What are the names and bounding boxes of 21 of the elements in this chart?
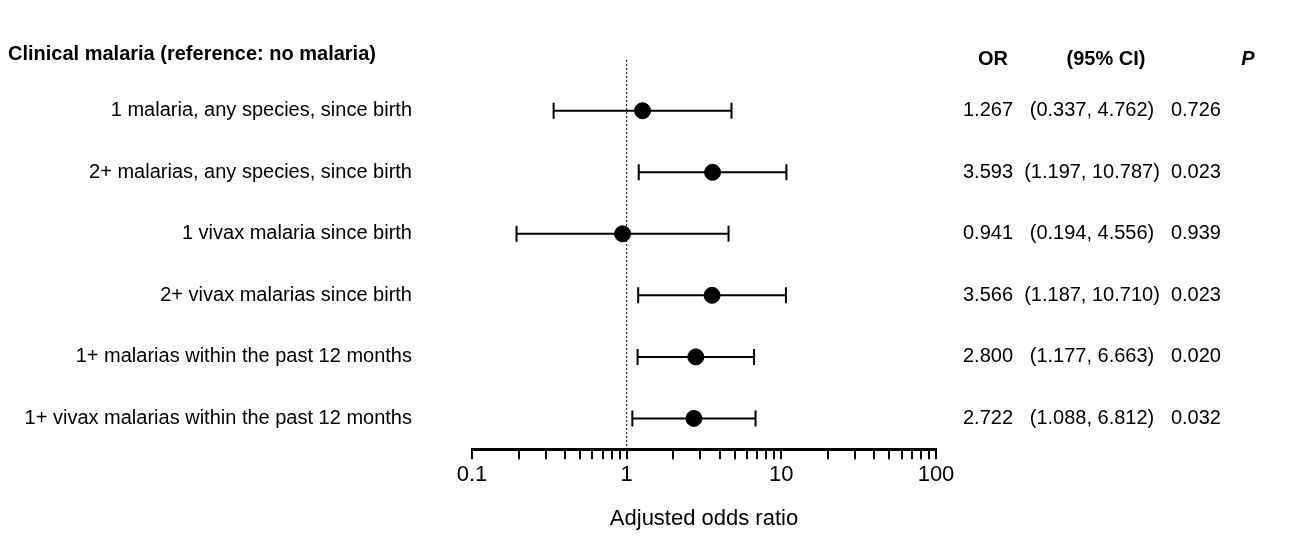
- y-tick-label: 1 malaria, any species, since birth: [110, 98, 412, 121]
- text: P: [1241, 46, 1256, 69]
- text: (95% CI): [1066, 46, 1146, 69]
- data-label: 2.722 (1.088, 6.812) 0.032: [963, 405, 1221, 428]
- text: OR: [978, 46, 1009, 69]
- text: Clinical malaria (reference: no malaria): [8, 41, 376, 64]
- x-tick-label: 100: [917, 461, 955, 487]
- x-tick-label: 10: [769, 461, 794, 487]
- y-tick-label: 2+ malarias, any species, since birth: [89, 159, 412, 182]
- data-label: 3.593 (1.197, 10.787) 0.023: [963, 159, 1221, 182]
- y-tick-label: 1+ vivax malarias within the past 12 months: [24, 405, 412, 428]
- data-label: 2.800 (1.177, 6.663) 0.020: [963, 344, 1221, 367]
- y-tick-label: 2+ vivax malarias since birth: [160, 282, 412, 305]
- data-label: 3.566 (1.187, 10.710) 0.023: [963, 282, 1221, 305]
- y-tick-label: 1+ malarias within the past 12 months: [75, 344, 412, 367]
- x-tick-label: 1: [620, 461, 633, 487]
- data-label: 0.941 (0.194, 4.556) 0.939: [963, 221, 1221, 244]
- x-axis-title: Adjusted odds ratio: [609, 504, 799, 530]
- x-tick-label: 0.1: [456, 461, 488, 487]
- data-label: 1.267 (0.337, 4.762) 0.726: [963, 98, 1221, 121]
- y-tick-label: 1 vivax malaria since birth: [181, 221, 412, 244]
